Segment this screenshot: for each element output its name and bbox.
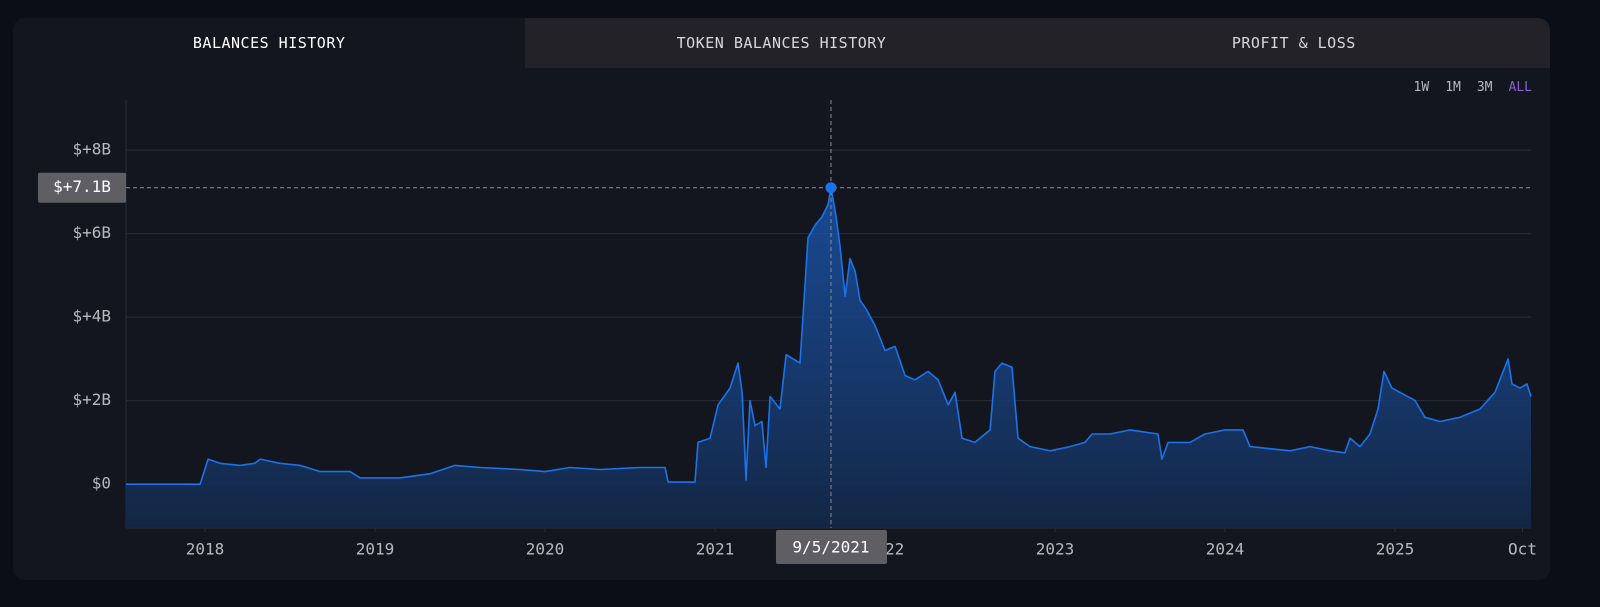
x-tick-label: 2023 bbox=[1036, 540, 1075, 559]
y-tick-label: $0 bbox=[92, 474, 111, 493]
x-tick-label: 2018 bbox=[186, 540, 225, 559]
y-tick-label: $+4B bbox=[72, 307, 111, 326]
y-tooltip-label: $+7.1B bbox=[53, 177, 111, 196]
x-tick-label: Oct bbox=[1508, 540, 1537, 559]
tab-bar: BALANCES HISTORY TOKEN BALANCES HISTORY PR… bbox=[13, 18, 1550, 68]
range-button[interactable]: 3M bbox=[1476, 80, 1493, 95]
tab[interactable]: BALANCES HISTORY bbox=[13, 18, 526, 68]
x-tooltip-label: 9/5/2021 bbox=[792, 538, 869, 557]
x-tick-label: 2021 bbox=[696, 540, 735, 559]
x-tooltip-box bbox=[775, 530, 887, 564]
range-selector: 1W 1M 3M ALL bbox=[1414, 80, 1532, 95]
tab[interactable]: TOKEN BALANCES HISTORY bbox=[525, 18, 1038, 68]
area-fill bbox=[126, 187, 1531, 528]
x-tick-label: 2019 bbox=[356, 540, 395, 559]
y-tick-label: $+6B bbox=[72, 223, 111, 242]
line bbox=[126, 186, 1532, 485]
y-tick-label: $+2B bbox=[72, 390, 111, 409]
range-button[interactable]: 1M bbox=[1445, 80, 1461, 95]
x-tick-label: 2020 bbox=[526, 540, 565, 559]
x-tick-label: 2024 bbox=[1206, 540, 1245, 559]
y-tick-label: $+8B bbox=[72, 140, 111, 159]
tab[interactable]: PROFIT & LOSS bbox=[1037, 18, 1550, 68]
y-tooltip-box bbox=[38, 172, 126, 203]
hover-point bbox=[825, 182, 837, 194]
range-button[interactable]: ALL bbox=[1508, 80, 1532, 95]
x-tick-label: 2025 bbox=[1376, 540, 1415, 559]
range-button[interactable]: 1W bbox=[1413, 80, 1430, 95]
